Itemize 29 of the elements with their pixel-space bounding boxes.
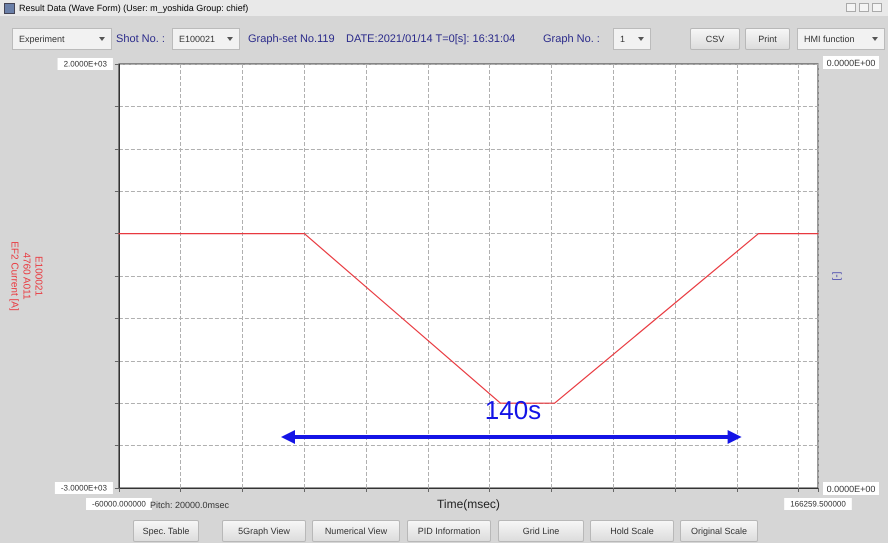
text: Pitch: 20000.0msec <box>150 499 230 512</box>
text: CSV <box>690 28 740 50</box>
text: Spec. Table <box>133 520 199 542</box>
y2-axis-title: [-] <box>832 271 842 280</box>
chart-title: Result Data (Wave Form) (User: m_yoshida Group: chief) <box>19 3 248 13</box>
text: Hold Scale <box>590 520 674 542</box>
text: Graph-set No.119 <box>248 32 336 47</box>
text: Numerical View <box>312 520 400 542</box>
y-tick-label: 2.0000E+03 <box>64 60 108 68</box>
text: 0.0000E+00 <box>823 482 879 495</box>
text: HMI function <box>804 34 855 44</box>
x-axis-title: Time(msec) <box>437 497 500 511</box>
text: Experiment <box>19 34 65 44</box>
x-tick-label: 166259.500000 <box>790 500 846 508</box>
text: 1 <box>620 34 626 44</box>
text: Original Scale <box>680 520 758 542</box>
text: DATE:2021/01/14 T=0[s]: 16:31:04 <box>346 32 516 47</box>
text: 0.0000E+00 <box>823 56 879 69</box>
y-tick-label: -3.0000E+03 <box>60 484 108 492</box>
y-axis-title: E100021 4760 A011 EF2 Current [A] <box>8 241 44 311</box>
annotation: 140s <box>484 394 542 425</box>
text: Shot No. : <box>116 32 166 47</box>
text: Print <box>745 28 790 50</box>
x-tick-label: -60000.000000 <box>92 500 146 508</box>
text: 5Graph View <box>222 520 306 542</box>
text: Graph No. : <box>543 32 601 47</box>
text: Grid Line <box>498 520 584 542</box>
text: E100021 <box>179 34 216 44</box>
text: PID Information <box>407 520 491 542</box>
